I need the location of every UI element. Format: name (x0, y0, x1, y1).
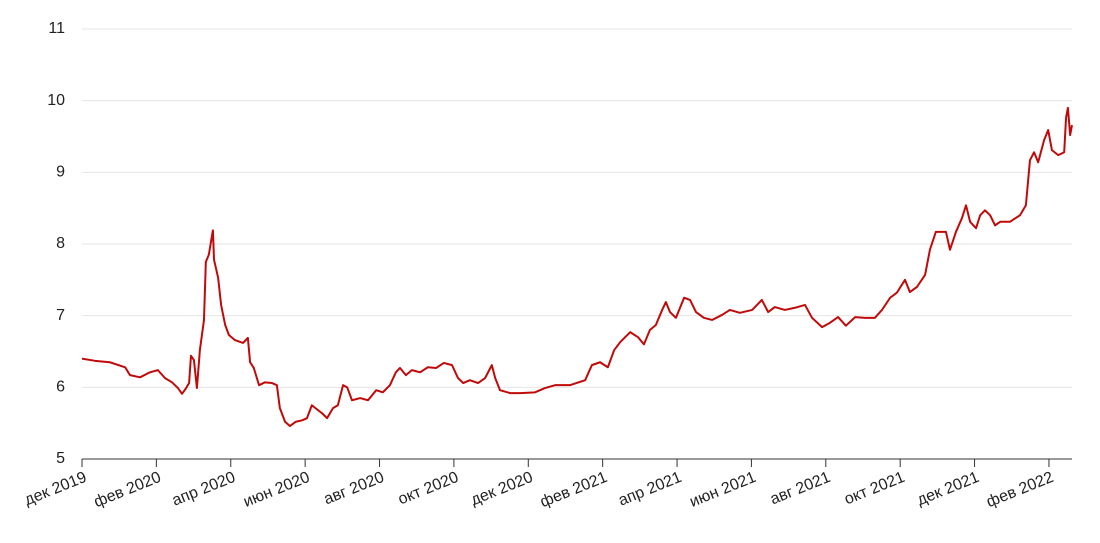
y-tick-label: 7 (56, 307, 65, 324)
x-tick-label: фев 2022 (984, 469, 1056, 511)
x-tick-label: июн 2021 (687, 469, 758, 511)
line-series (81, 106, 1073, 428)
x-tick-label: апр 2021 (616, 469, 684, 510)
y-tick-label: 6 (56, 379, 65, 396)
y-tick-label: 8 (56, 235, 65, 252)
x-tick-label: июн 2020 (241, 469, 312, 511)
x-tick-label: дек 2020 (468, 469, 535, 509)
x-tick-label: авг 2021 (768, 469, 833, 509)
x-tick-label: фев 2020 (92, 469, 164, 511)
y-tick-label: 11 (48, 20, 65, 37)
y-tick-label: 5 (56, 450, 65, 467)
y-tick-label: 9 (56, 164, 65, 181)
x-tick-label: авг 2020 (322, 469, 387, 509)
x-tick-label: дек 2021 (915, 469, 982, 509)
x-tick-label: дек 2019 (22, 469, 89, 509)
x-tick-label: фев 2021 (538, 469, 610, 511)
x-tick-label: окт 2020 (396, 469, 461, 509)
y-tick-label: 10 (47, 92, 65, 109)
x-tick-label: апр 2020 (170, 469, 238, 510)
x-tick-label: окт 2021 (842, 469, 907, 509)
